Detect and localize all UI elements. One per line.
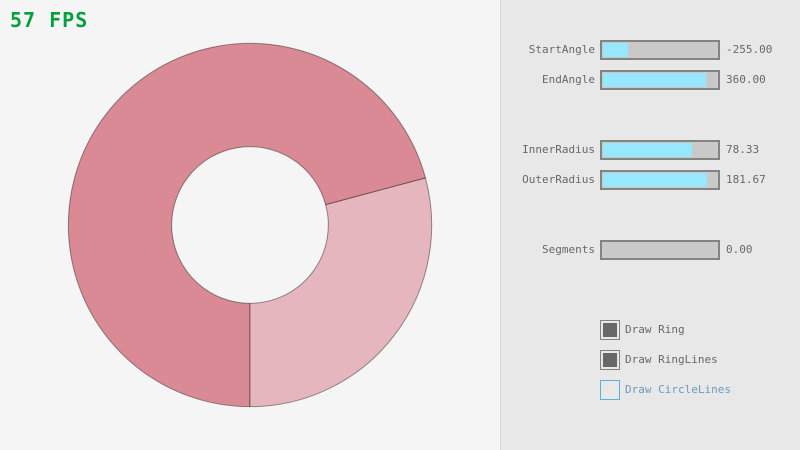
slider-value-inner-radius: 78.33 xyxy=(726,143,760,156)
slider-value-outer-radius: 181.67 xyxy=(726,173,766,186)
ring-sector-single-light xyxy=(249,177,433,408)
ring-sector-overlap-dark xyxy=(67,42,427,408)
checkbox-draw-ringlines[interactable] xyxy=(600,350,620,370)
checkbox-check-icon xyxy=(603,353,617,367)
slider-value-end-angle: 360.00 xyxy=(726,73,766,86)
slider-label-segments: Segments xyxy=(542,243,595,256)
checkbox-label-draw-ringlines: Draw RingLines xyxy=(625,353,718,366)
slider-label-outer-radius: OuterRadius xyxy=(522,173,595,186)
slider-value-start-angle: -255.00 xyxy=(726,43,773,56)
slider-fill-start-angle xyxy=(603,43,628,57)
slider-start-angle[interactable] xyxy=(600,40,720,60)
checkbox-row-draw-ringlines: Draw RingLines xyxy=(0,350,800,370)
slider-label-end-angle: EndAngle xyxy=(542,73,595,86)
slider-row-start-angle: StartAngle -255.00 xyxy=(0,40,800,60)
checkbox-row-draw-circlelines: Draw CircleLines xyxy=(0,380,800,400)
fps-counter: 57 FPS xyxy=(10,8,89,32)
slider-fill-end-angle xyxy=(603,73,706,87)
checkbox-check-icon xyxy=(603,323,617,337)
slider-label-start-angle: StartAngle xyxy=(528,43,595,56)
slider-fill-inner-radius xyxy=(603,143,692,157)
slider-end-angle[interactable] xyxy=(600,70,720,90)
checkbox-draw-circlelines[interactable] xyxy=(600,380,620,400)
slider-inner-radius[interactable] xyxy=(600,140,720,160)
checkbox-label-draw-ring: Draw Ring xyxy=(625,323,685,336)
slider-row-segments: Segments 0.00 xyxy=(0,240,800,260)
checkbox-row-draw-ring: Draw Ring xyxy=(0,320,800,340)
slider-label-inner-radius: InnerRadius xyxy=(522,143,595,156)
slider-value-segments: 0.00 xyxy=(726,243,753,256)
slider-segments[interactable] xyxy=(600,240,720,260)
slider-fill-outer-radius xyxy=(603,173,707,187)
checkbox-label-draw-circlelines: Draw CircleLines xyxy=(625,383,731,396)
checkbox-draw-ring[interactable] xyxy=(600,320,620,340)
slider-row-inner-radius: InnerRadius 78.33 xyxy=(0,140,800,160)
slider-row-outer-radius: OuterRadius 181.67 xyxy=(0,170,800,190)
slider-row-end-angle: EndAngle 360.00 xyxy=(0,70,800,90)
slider-outer-radius[interactable] xyxy=(600,170,720,190)
